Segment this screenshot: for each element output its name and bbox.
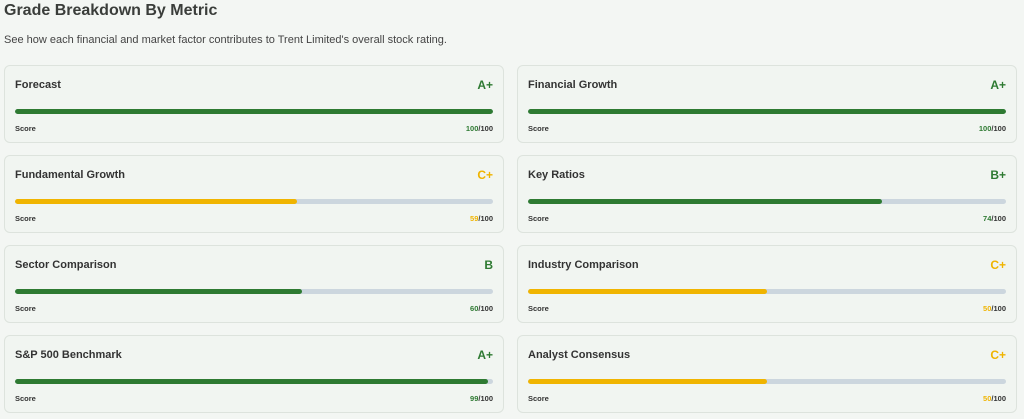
metric-card: Fundamental Growth C+ Score 59/100 [4, 155, 504, 233]
score-value: 60/100 [470, 304, 493, 313]
score-value: 74/100 [983, 214, 1006, 223]
score-number: 100 [465, 124, 479, 133]
score-number: 59 [470, 214, 479, 223]
score-number: 60 [470, 304, 479, 313]
metric-name: Analyst Consensus [528, 349, 631, 361]
score-number: 50 [983, 394, 992, 403]
score-label: Score [528, 124, 549, 133]
metric-card: Sector Comparison B Score 60/100 [4, 245, 504, 323]
metric-grade: A+ [477, 348, 493, 362]
metric-name: Forecast [15, 79, 61, 91]
score-label: Score [15, 394, 36, 403]
metric-name: Industry Comparison [528, 259, 639, 271]
score-bar [15, 379, 489, 384]
score-number: 74 [983, 214, 992, 223]
metric-grade: C+ [990, 348, 1006, 362]
score-max: /100 [991, 214, 1006, 223]
metric-name: Key Ratios [528, 169, 585, 181]
score-track [15, 289, 493, 294]
score-label: Score [15, 304, 36, 313]
score-label: Score [528, 394, 549, 403]
metric-grade: A+ [477, 78, 493, 92]
score-label: Score [528, 304, 549, 313]
metric-name: Sector Comparison [15, 259, 117, 271]
score-value: 99/100 [470, 394, 493, 403]
score-value: 100/100 [466, 124, 493, 133]
score-bar [15, 199, 298, 204]
score-label: Score [528, 214, 549, 223]
score-track [528, 199, 1006, 204]
score-value: 59/100 [470, 214, 493, 223]
page-title: Grade Breakdown By Metric [4, 2, 218, 19]
metric-grade: A+ [990, 78, 1006, 92]
metric-card: Analyst Consensus C+ Score 50/100 [517, 335, 1017, 413]
score-max: /100 [991, 394, 1006, 403]
metric-card: Key Ratios B+ Score 74/100 [517, 155, 1017, 233]
score-max: /100 [991, 124, 1006, 133]
metric-name: Fundamental Growth [15, 169, 125, 181]
score-number: 100 [978, 124, 992, 133]
subtitle: See how each financial and market factor… [4, 34, 447, 46]
score-track [528, 289, 1006, 294]
score-number: 99 [470, 394, 479, 403]
score-number: 50 [983, 304, 992, 313]
metric-card: Financial Growth A+ Score 100/100 [517, 65, 1017, 143]
metric-grade: C+ [477, 168, 493, 182]
score-track [15, 379, 493, 384]
score-max: /100 [478, 124, 493, 133]
metric-card: Forecast A+ Score 100/100 [4, 65, 504, 143]
score-value: 50/100 [983, 304, 1006, 313]
score-value: 100/100 [979, 124, 1006, 133]
score-track [528, 109, 1006, 114]
metric-grade: C+ [990, 258, 1006, 272]
score-max: /100 [478, 304, 493, 313]
score-label: Score [15, 124, 36, 133]
score-bar [528, 109, 1006, 114]
score-bar [528, 289, 767, 294]
score-bar [15, 109, 493, 114]
score-track [15, 199, 493, 204]
score-bar [15, 289, 302, 294]
metric-card: S&P 500 Benchmark A+ Score 99/100 [4, 335, 504, 413]
metric-grade: B+ [990, 168, 1006, 182]
score-label: Score [15, 214, 36, 223]
score-bar [528, 379, 767, 384]
metric-name: Financial Growth [528, 79, 618, 91]
score-max: /100 [991, 304, 1006, 313]
score-value: 50/100 [983, 394, 1006, 403]
metric-name: S&P 500 Benchmark [15, 349, 122, 361]
metric-grade: B [484, 258, 493, 272]
score-max: /100 [478, 394, 493, 403]
score-track [528, 379, 1006, 384]
score-track [15, 109, 493, 114]
score-max: /100 [478, 214, 493, 223]
metric-card: Industry Comparison C+ Score 50/100 [517, 245, 1017, 323]
score-bar [528, 199, 882, 204]
